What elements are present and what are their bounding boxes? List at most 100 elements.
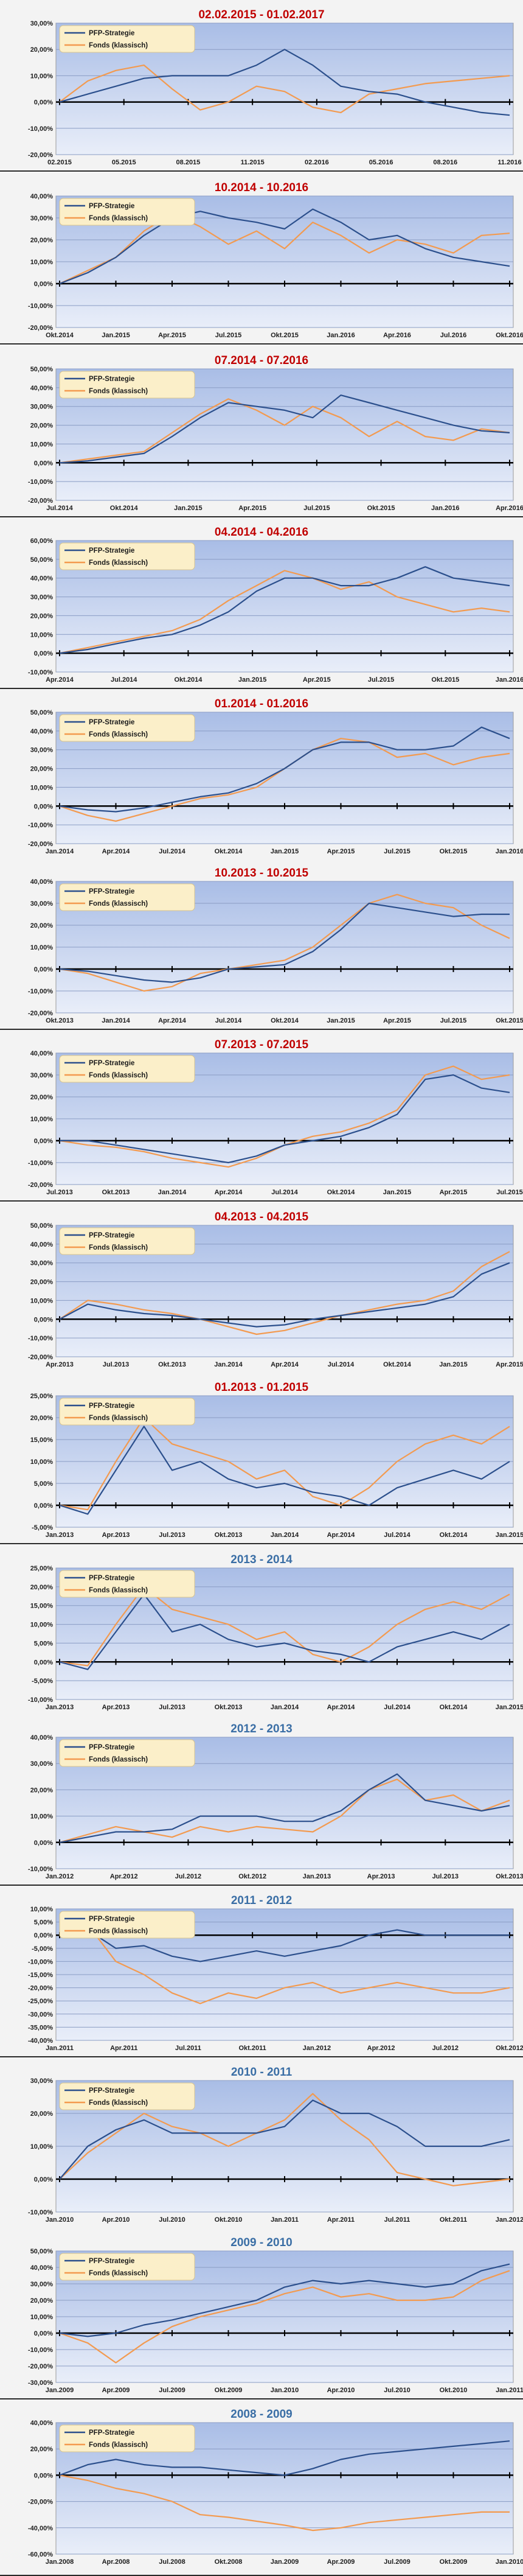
x-tick-label: Okt.2013 <box>215 1531 243 1539</box>
y-tick-label: 0,00% <box>34 1138 53 1145</box>
x-tick-label: Okt.2014 <box>215 848 243 855</box>
y-tick-label: 10,00% <box>30 631 54 639</box>
y-tick-label: 40,00% <box>30 728 54 735</box>
x-tick-label: Jul.2013 <box>159 1531 185 1539</box>
y-tick-label: 20,00% <box>30 1787 54 1794</box>
y-tick-label: 10,00% <box>30 1297 54 1304</box>
x-tick-label: Jan.2015 <box>496 1531 523 1539</box>
x-tick-label: Jan.2014 <box>158 1189 187 1196</box>
chart-svg: 2008 - 2009 40,00% 20,00% 0,00% -20,00% -40,0… <box>28 2408 523 2566</box>
x-tick-label: Jul.2013 <box>159 1704 185 1711</box>
y-tick-label: -20,00% <box>28 1985 53 1992</box>
y-tick-label: 40,00% <box>30 2420 54 2427</box>
x-tick-label: Okt.2015 <box>271 332 299 339</box>
x-tick-label: Okt.2014 <box>383 1361 412 1368</box>
x-tick-label: Jul.2015 <box>384 848 410 855</box>
y-tick-label: 30,00% <box>30 20 54 27</box>
x-tick-label: Jan.2013 <box>303 1873 331 1880</box>
x-tick-label: Jan.2015 <box>327 1017 355 1024</box>
x-tick-label: Okt.2014 <box>46 332 74 339</box>
legend-box <box>59 1398 195 1426</box>
x-tick-label: Jul.2015 <box>496 1189 522 1196</box>
legend-label-strategy: PFP-Strategie <box>89 2258 134 2265</box>
x-tick-label: Jul.2008 <box>159 2558 185 2566</box>
chart-panel: 2011 - 2012 10,00% 5,00% 0,00% -5,00% -10,00%… <box>0 1886 523 2057</box>
y-tick-label: 20,00% <box>30 922 54 929</box>
legend-box <box>59 714 195 742</box>
chart-svg: 01.2013 - 01.2015 25,00% 20,00% 15,00% 10,00… <box>30 1381 523 1539</box>
x-tick-label: Okt.2013 <box>215 1704 243 1711</box>
y-tick-label: 0,00% <box>34 966 53 973</box>
legend-box <box>59 1055 195 1083</box>
y-tick-label: -60,00% <box>28 2551 53 2558</box>
y-tick-label: 30,00% <box>30 2281 54 2288</box>
legend: PFP-Strategie Fonds (klassisch) <box>59 1227 195 1255</box>
x-tick-label: Okt.2011 <box>440 2216 467 2224</box>
y-tick-label: 0,00% <box>34 460 53 467</box>
y-tick-label: -10,00% <box>28 2347 53 2354</box>
x-tick-label: 11.2015 <box>241 159 265 166</box>
legend: PFP-Strategie Fonds (klassisch) <box>59 2082 195 2110</box>
x-tick-label: Okt.2015 <box>431 676 459 684</box>
x-tick-label: Jan.2012 <box>303 2045 331 2052</box>
y-tick-label: 40,00% <box>30 878 54 886</box>
y-tick-label: -10,00% <box>28 1696 53 1704</box>
chart-svg: 02.02.2015 - 01.02.2017 30,00% 20,00% 10,00… <box>28 9 522 166</box>
x-tick-label: Jan.2015 <box>439 1361 467 1368</box>
x-tick-label: 08.2016 <box>433 159 457 166</box>
y-tick-label: 5,00% <box>34 1480 53 1488</box>
y-tick-label: 30,00% <box>30 1260 54 1267</box>
legend-label-fund: Fonds (klassisch) <box>89 1928 148 1935</box>
y-tick-label: 0,00% <box>34 2176 53 2183</box>
chart-svg: 2011 - 2012 10,00% 5,00% 0,00% -5,00% -10,00%… <box>28 1894 523 2052</box>
legend-box <box>59 2424 195 2452</box>
legend-label-strategy: PFP-Strategie <box>89 1060 134 1067</box>
y-tick-label: 10,00% <box>30 2143 54 2151</box>
chart-title: 07.2014 - 07.2016 <box>215 354 308 367</box>
y-tick-label: 10,00% <box>30 1116 54 1123</box>
legend-label-strategy: PFP-Strategie <box>89 1232 134 1239</box>
legend-label-strategy: PFP-Strategie <box>89 1402 134 1410</box>
y-tick-label: -10,00% <box>28 478 53 486</box>
x-tick-label: Apr.2009 <box>327 2558 355 2566</box>
y-tick-label: -5,00% <box>32 1524 53 1531</box>
chart-svg: 07.2014 - 07.2016 50,00% 40,00% 30,00% 20,00… <box>28 354 523 512</box>
legend-box <box>59 2082 195 2110</box>
chart-panel: 10.2013 - 10.2015 40,00% 30,00% 20,00% 10,00… <box>0 858 523 1030</box>
y-tick-label: -20,00% <box>28 841 53 848</box>
x-tick-label: Okt.2012 <box>238 1873 266 1880</box>
x-tick-label: Jan.2013 <box>46 1531 74 1539</box>
chart-title: 07.2013 - 07.2015 <box>215 1038 309 1051</box>
y-tick-label: 0,00% <box>34 1502 53 1510</box>
y-tick-label: -20,00% <box>28 2499 53 2506</box>
x-tick-label: Apr.2015 <box>303 676 331 684</box>
y-tick-label: 15,00% <box>30 1437 54 1444</box>
chart-title: 2009 - 2010 <box>230 2236 292 2249</box>
chart-title: 04.2014 - 04.2016 <box>215 526 308 539</box>
chart-title: 2011 - 2012 <box>231 1894 292 1907</box>
x-tick-label: Jul.2015 <box>368 676 394 684</box>
y-tick-label: 0,00% <box>34 1839 53 1847</box>
x-tick-label: Okt.2014 <box>110 505 139 512</box>
x-tick-label: Okt.2013 <box>46 1017 74 1024</box>
y-tick-label: 20,00% <box>30 2446 54 2453</box>
chart-title: 2008 - 2009 <box>230 2408 292 2421</box>
y-tick-label: 20,00% <box>30 2110 54 2118</box>
legend: PFP-Strategie Fonds (klassisch) <box>59 542 195 570</box>
y-tick-label: 0,00% <box>34 803 53 810</box>
chart-title: 2010 - 2011 <box>231 2066 293 2079</box>
chart-panel: 2012 - 2013 40,00% 30,00% 20,00% 10,00% 0,00%… <box>0 1714 523 1886</box>
legend-label-strategy: PFP-Strategie <box>89 2087 134 2095</box>
y-tick-label: 40,00% <box>30 193 54 200</box>
x-tick-label: Okt.2013 <box>102 1189 130 1196</box>
y-tick-label: -20,00% <box>28 1181 53 1189</box>
legend-box <box>59 371 195 399</box>
legend: PFP-Strategie Fonds (klassisch) <box>59 883 195 911</box>
x-tick-label: Apr.2015 <box>238 505 266 512</box>
x-tick-label: Apr.2016 <box>496 505 523 512</box>
y-tick-label: 50,00% <box>30 556 54 564</box>
x-tick-label: Jan.2016 <box>496 676 523 684</box>
x-tick-label: Apr.2015 <box>440 1189 468 1196</box>
x-tick-label: Jan.2015 <box>271 848 299 855</box>
y-tick-label: 30,00% <box>30 747 54 754</box>
